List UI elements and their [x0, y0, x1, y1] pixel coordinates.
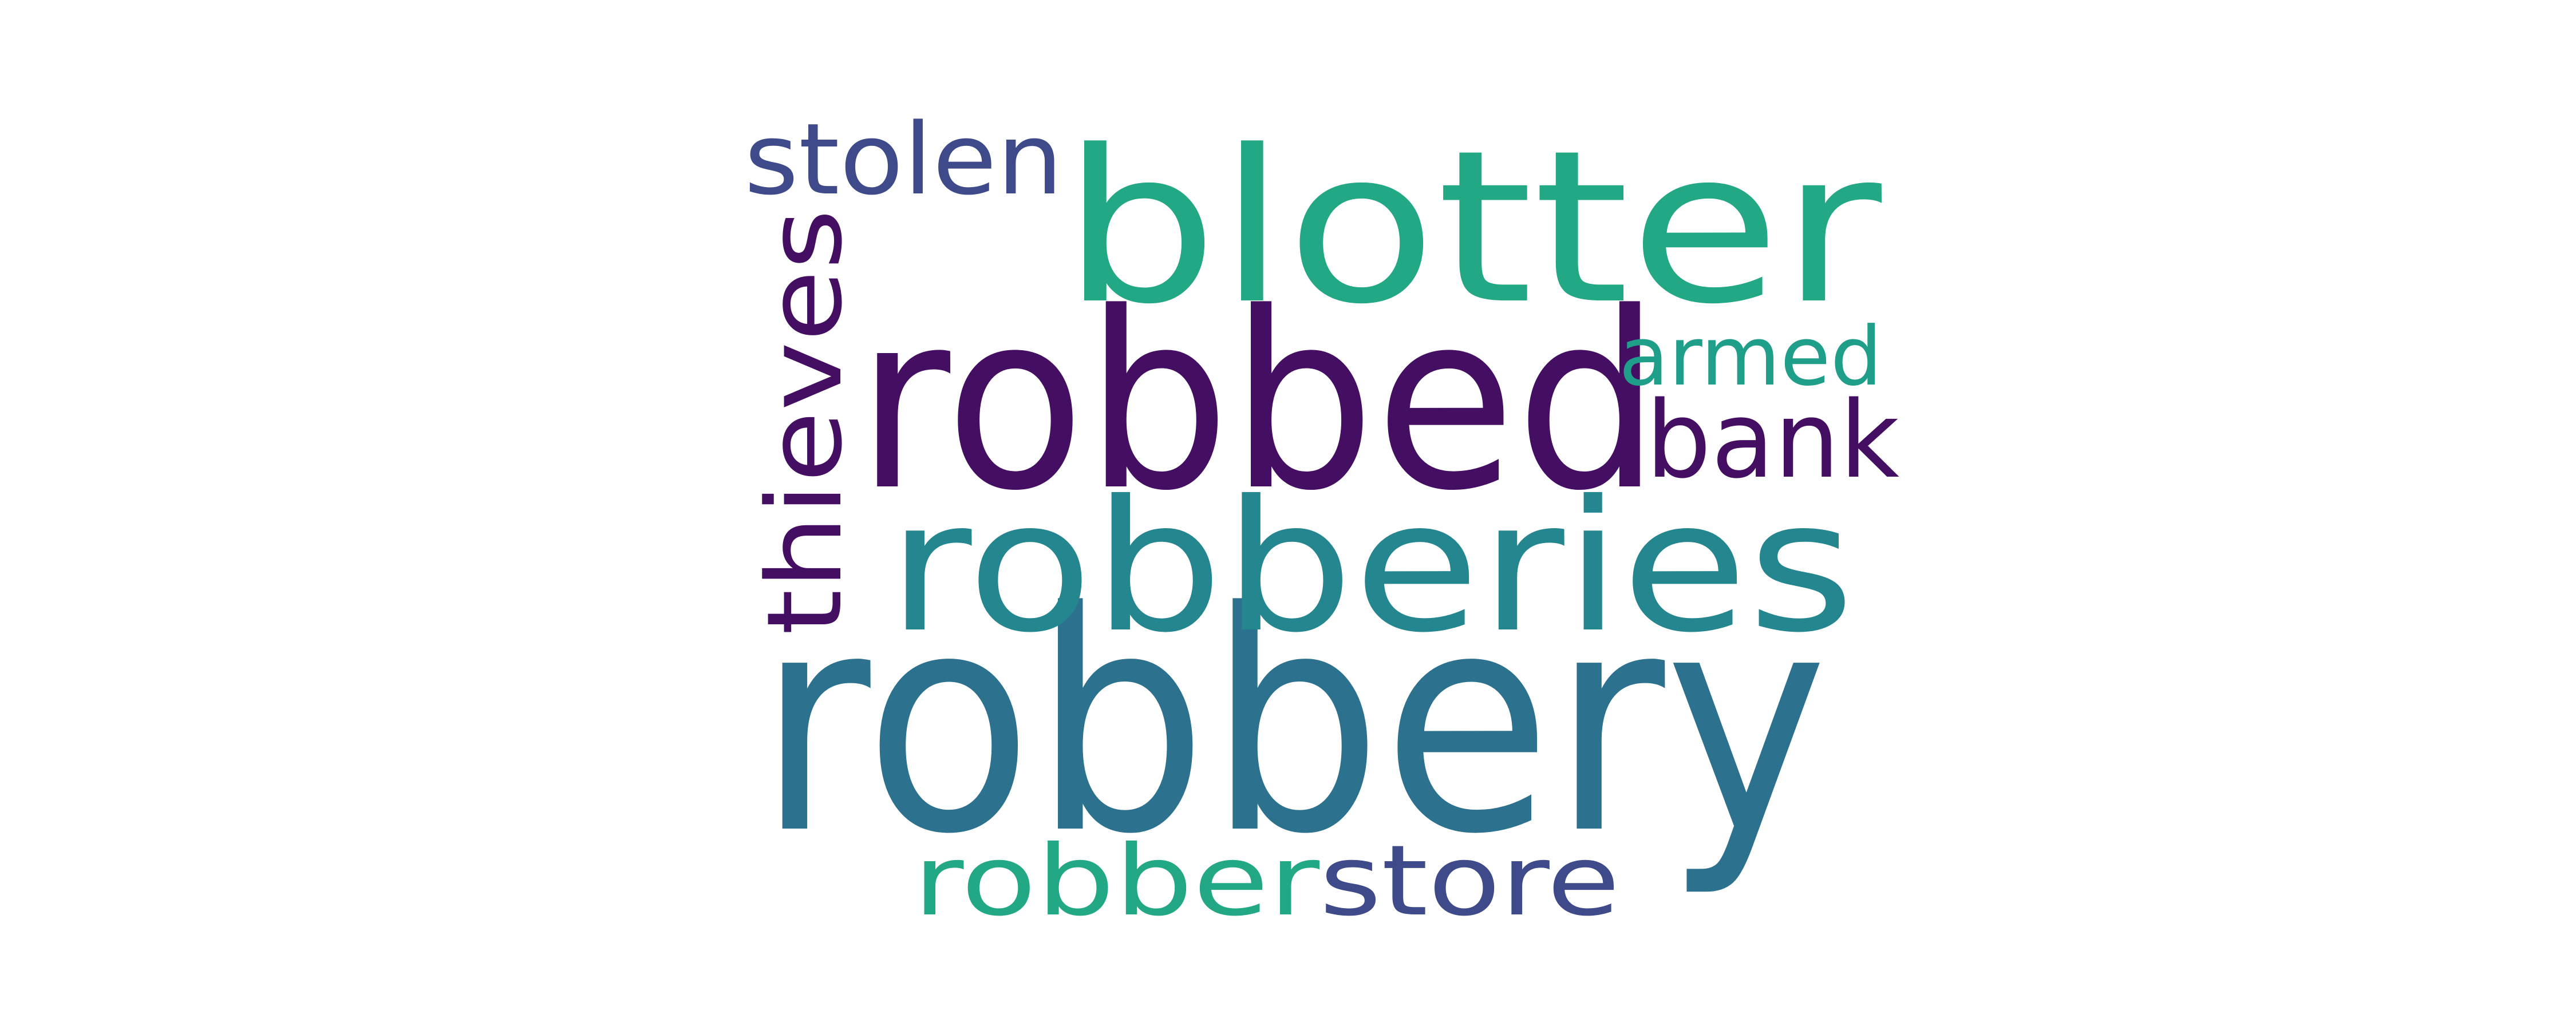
word-stolen: stolen: [744, 102, 1063, 217]
word-thieves: thieves: [745, 209, 865, 635]
word-robbery: robbery: [757, 547, 1828, 900]
word-blotter: blotter: [1062, 105, 1884, 350]
word-robbed: robbed: [856, 261, 1661, 544]
word-armed: armed: [1619, 310, 1882, 404]
word-bank: bank: [1646, 378, 1899, 502]
word-store: store: [1319, 825, 1620, 938]
word-robber: robber: [913, 825, 1319, 938]
word-robberies: robberies: [887, 462, 1855, 672]
